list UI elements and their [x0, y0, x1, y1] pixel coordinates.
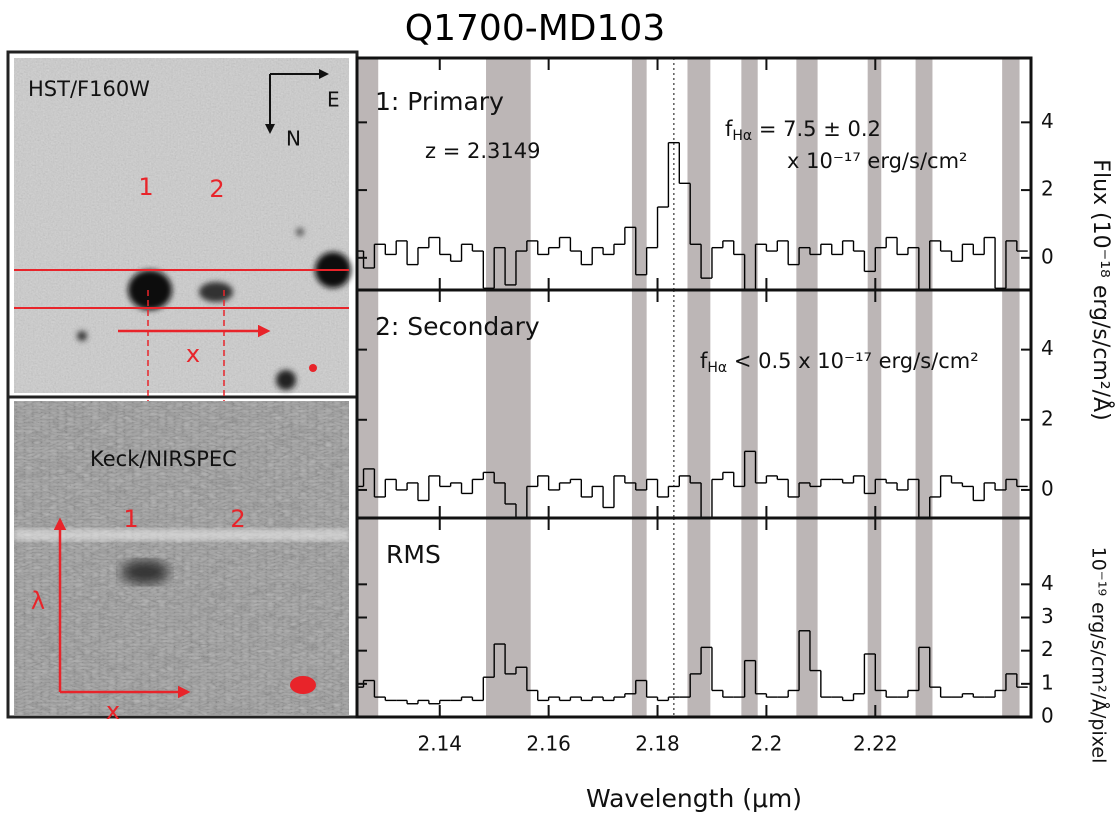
y-axis-label: 10⁻¹⁹ erg/s/cm²/Å/pixel	[1088, 547, 1111, 764]
x-tick-label: 2.14	[417, 732, 462, 756]
annotation: x 10⁻¹⁷ erg/s/cm²	[787, 149, 967, 173]
y-tick-label: 0	[1041, 476, 1054, 500]
image-panels: HST/F160W E N 1 2 x Keck/NIRSPEC 1 2 λ x	[6, 50, 359, 725]
x-tick-label: 2.16	[526, 732, 571, 756]
panel-label: 2: Secondary	[375, 312, 540, 341]
y-tick-label: 2	[1041, 177, 1054, 201]
x-axis-label: Wavelength (μm)	[586, 784, 802, 813]
y-tick-label: 0	[1041, 244, 1054, 268]
sky-band	[867, 290, 882, 518]
step-connector	[362, 142, 1018, 296]
sky-band	[631, 290, 647, 518]
object-label: 1	[138, 173, 153, 201]
sky-band	[486, 518, 531, 717]
y-tick-label: 3	[1041, 604, 1054, 628]
psf-marker	[290, 676, 316, 694]
compass-label: N	[286, 127, 301, 151]
annotation-part: z = 2.3149	[425, 139, 540, 163]
axis-label: x	[106, 697, 120, 725]
panel-frame	[355, 516, 1033, 719]
axis-label: x	[186, 340, 200, 368]
object-label: 1	[123, 505, 138, 533]
annotation: fHα = 7.5 ± 0.2	[725, 117, 881, 144]
x-tick-label: 2.18	[635, 732, 680, 756]
sky-band	[741, 290, 758, 518]
nirspec-noise	[14, 401, 349, 715]
sky-band	[631, 518, 647, 717]
sky-band	[631, 58, 647, 290]
sky-band	[358, 518, 379, 717]
hst-sources	[77, 228, 351, 390]
sky-band	[796, 58, 818, 290]
sky-band	[687, 58, 711, 290]
sky-band	[1002, 518, 1020, 717]
annotation-part: Hα	[707, 360, 727, 376]
sky-residual	[14, 529, 349, 541]
sky-band	[741, 58, 758, 290]
sky-band	[358, 58, 379, 290]
spectrum-blob	[121, 560, 169, 584]
step-connector	[362, 451, 1018, 529]
object-label: 2	[230, 505, 245, 533]
x-tick-label: 2.2	[751, 732, 783, 756]
compass-label: E	[327, 88, 340, 112]
annotation: fHα < 0.5 x 10⁻¹⁷ erg/s/cm²	[700, 349, 979, 376]
annotation-part: x 10⁻¹⁷ erg/s/cm²	[787, 149, 967, 173]
image-label: HST/F160W	[28, 77, 150, 101]
sky-band	[687, 518, 711, 717]
sky-band	[867, 518, 882, 717]
sky-band	[486, 290, 531, 518]
y-tick-label: 4	[1041, 571, 1054, 595]
psf-marker	[309, 364, 317, 372]
object-label: 2	[209, 175, 224, 203]
sky-band	[915, 58, 933, 290]
sky-band	[687, 290, 711, 518]
x-tick-label: 2.22	[853, 732, 898, 756]
sky-band	[1002, 58, 1020, 290]
y-tick-label: 4	[1041, 336, 1054, 360]
axis-label: λ	[31, 587, 45, 615]
sky-band	[796, 518, 818, 717]
y-axis-label: Flux (10⁻¹⁸ erg/s/cm²/Å)	[1088, 159, 1115, 420]
sky-band	[867, 58, 882, 290]
hst-noise	[14, 58, 349, 393]
annotation-part: = 7.5 ± 0.2	[752, 117, 881, 141]
annotation-part: Hα	[732, 128, 752, 144]
figure-title: Q1700-MD103	[405, 8, 665, 49]
annotation: z = 2.3149	[425, 139, 540, 163]
panel-label: RMS	[386, 540, 441, 569]
y-tick-label: 2	[1041, 637, 1054, 661]
y-tick-label: 0	[1041, 704, 1054, 728]
y-tick-label: 1	[1041, 670, 1054, 694]
sky-band	[358, 290, 379, 518]
sky-band	[1002, 290, 1020, 518]
annotation-part: f	[700, 349, 708, 373]
sky-band	[915, 518, 933, 717]
annotation-part: f	[725, 117, 733, 141]
sky-band	[915, 290, 933, 518]
image-label: Keck/NIRSPEC	[90, 447, 237, 471]
panel-label: 1: Primary	[375, 87, 504, 116]
sky-band	[741, 518, 758, 717]
sky-band	[796, 290, 818, 518]
y-tick-label: 2	[1041, 406, 1054, 430]
annotation-part: < 0.5 x 10⁻¹⁷ erg/s/cm²	[727, 349, 978, 373]
y-tick-label: 4	[1041, 109, 1054, 133]
